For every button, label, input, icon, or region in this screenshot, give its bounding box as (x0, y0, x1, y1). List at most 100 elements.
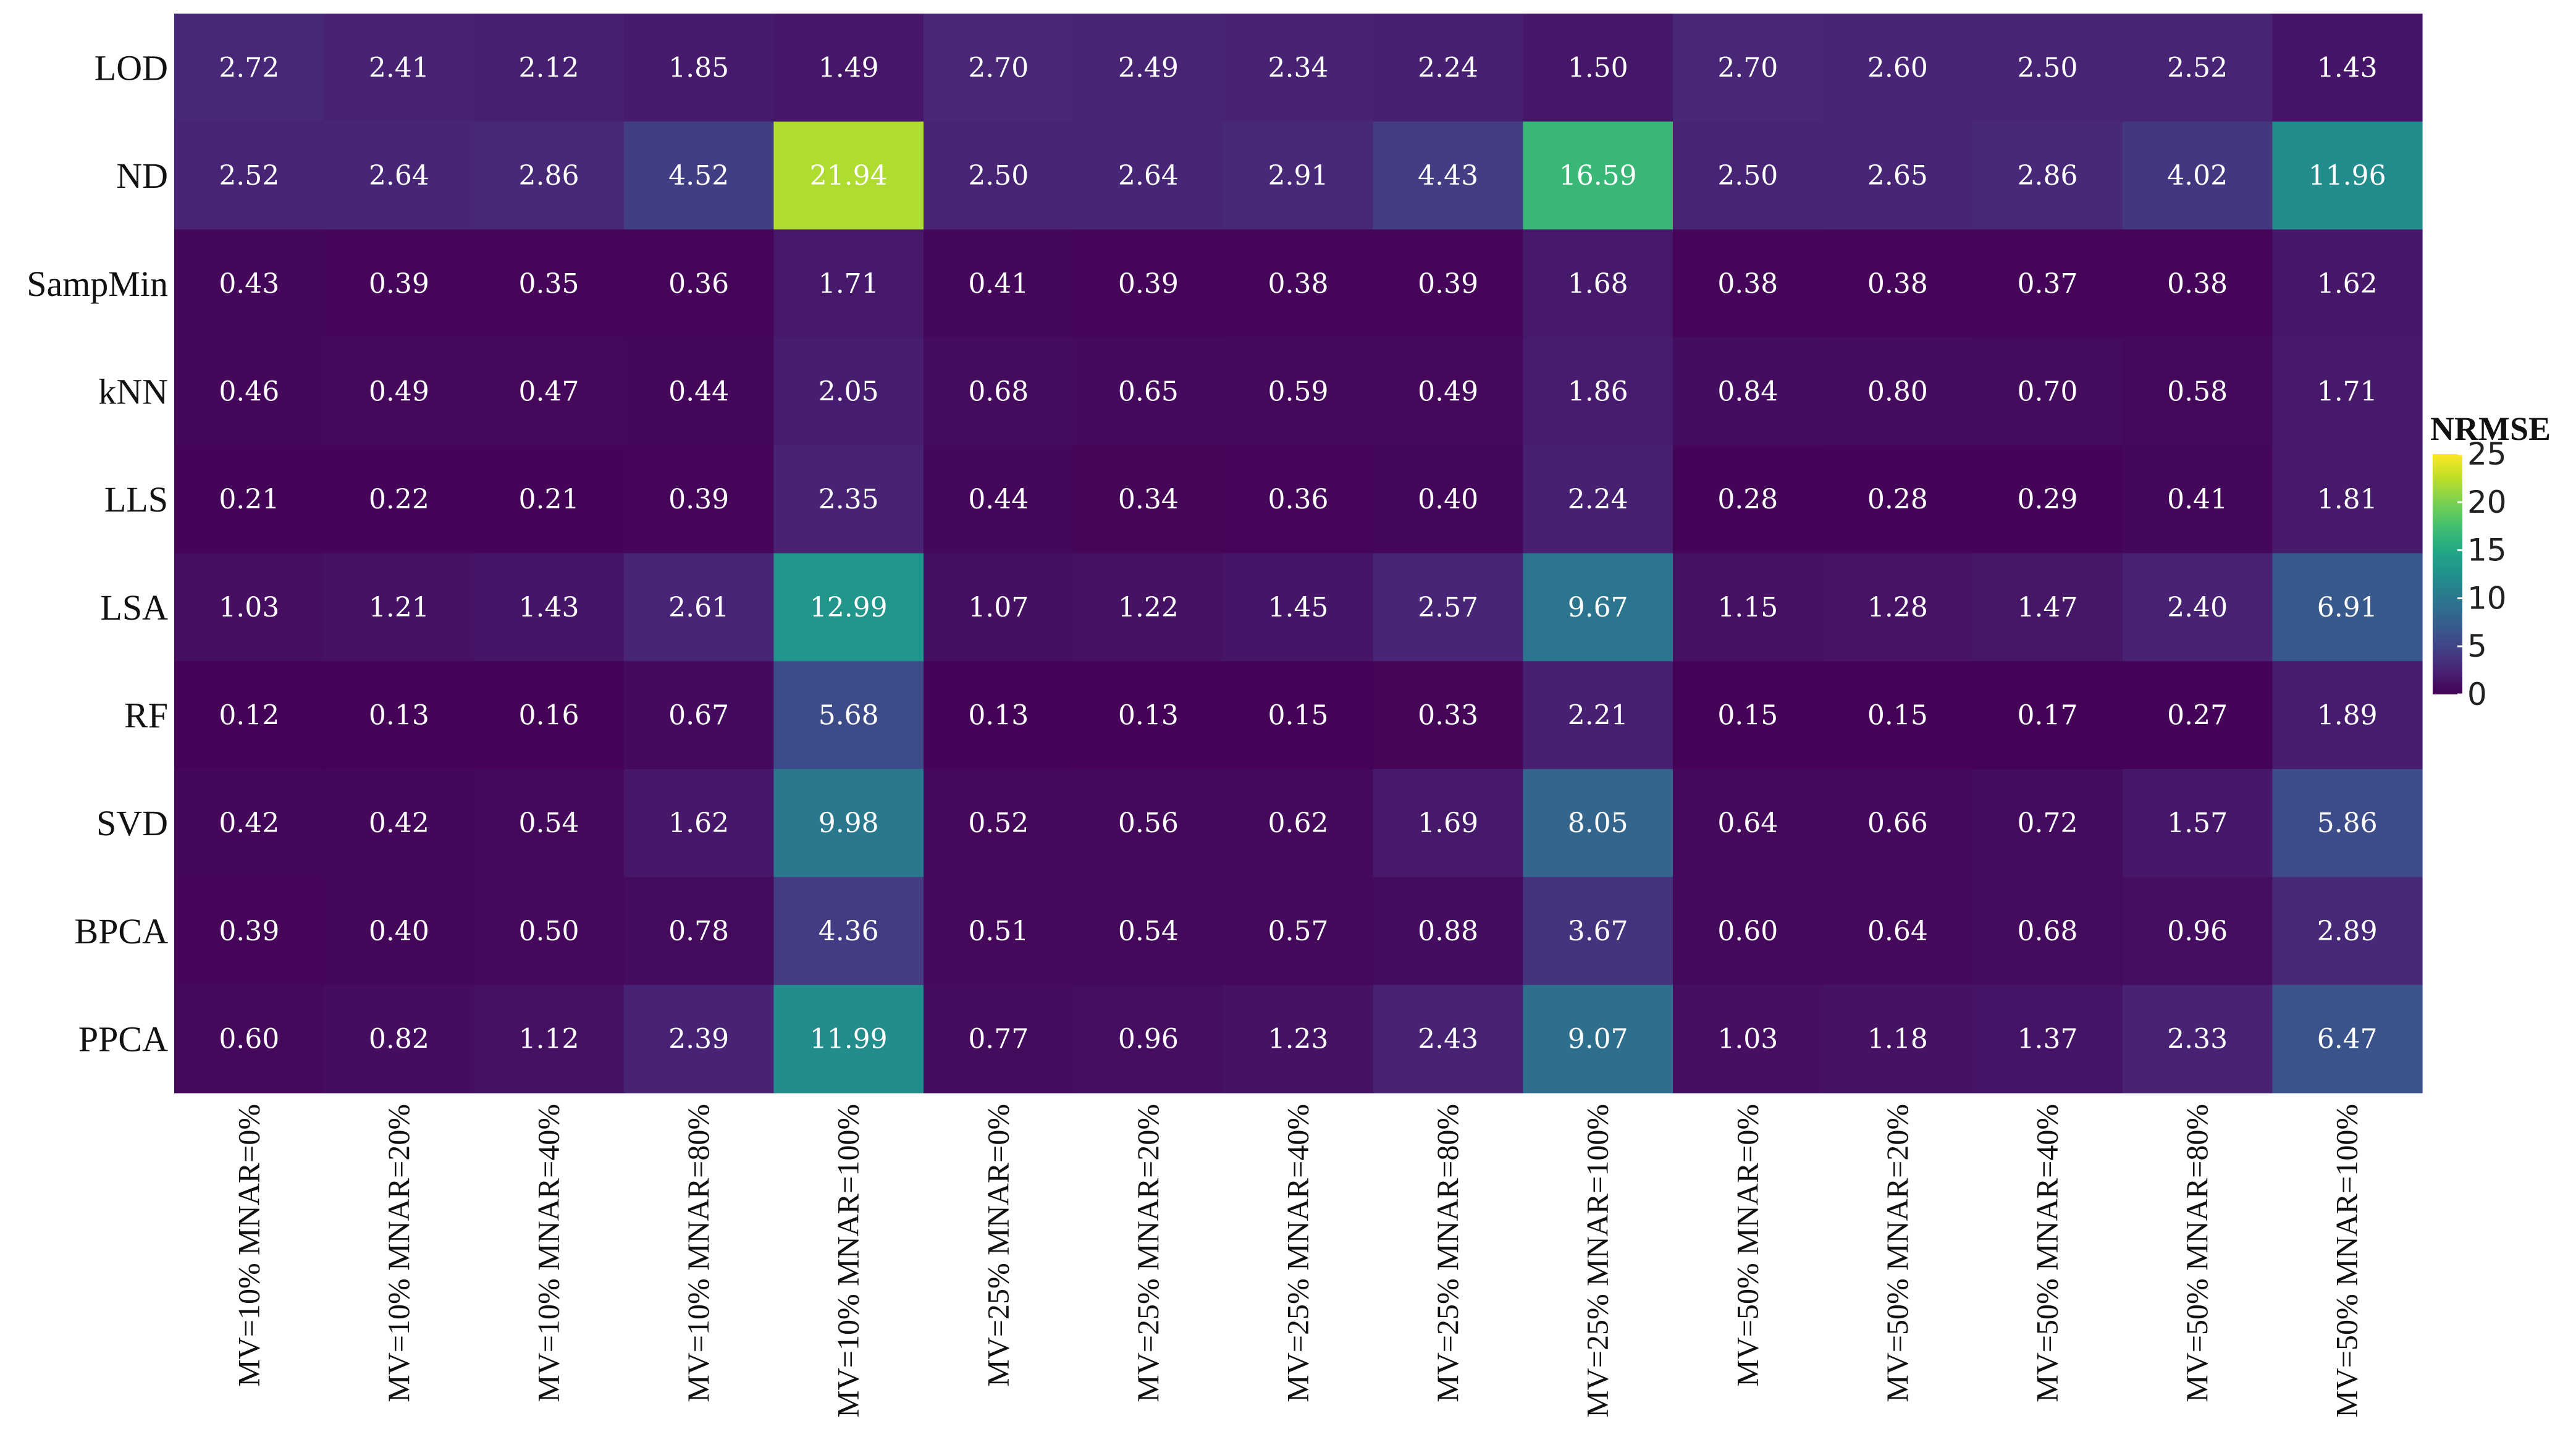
cell-value-label: 2.39 (668, 1024, 729, 1055)
cell-value-label: 1.71 (819, 268, 879, 300)
cell-value-label: 0.96 (2167, 916, 2228, 947)
cell-value-label: 0.49 (369, 376, 429, 407)
heatmap-cell (1223, 769, 1374, 878)
heatmap-cell (1822, 121, 1973, 230)
heatmap-cell (1822, 229, 1973, 338)
heatmap-cell (773, 877, 924, 985)
cell-value-label: 0.77 (968, 1024, 1029, 1055)
cell-value-label: 0.82 (369, 1024, 429, 1055)
heatmap-cell (2122, 229, 2273, 338)
legend-tick-label: 10 (2467, 580, 2507, 616)
cell-value-label: 0.34 (1118, 484, 1179, 515)
heatmap-cell (174, 985, 325, 1093)
cell-value-label: 2.70 (1717, 52, 1778, 83)
cell-value-label: 2.70 (968, 52, 1029, 83)
cell-value-label: 0.39 (1118, 268, 1179, 300)
heatmap-cell (1373, 445, 1523, 554)
cell-value-label: 0.78 (668, 916, 729, 947)
heatmap-cell (2122, 337, 2273, 446)
heatmap-cell (1373, 229, 1523, 338)
row-label: LSA (100, 588, 168, 628)
heatmap-cell (1073, 877, 1224, 985)
cell-value-label: 0.50 (519, 916, 579, 947)
cell-value-label: 8.05 (1568, 807, 1628, 839)
cell-value-label: 1.03 (1717, 1024, 1778, 1055)
heatmap-cell (924, 769, 1074, 878)
heatmap-cell (2272, 661, 2423, 770)
cell-value-label: 0.17 (2018, 700, 2078, 731)
cell-value-label: 0.68 (2018, 916, 2078, 947)
cell-value-label: 1.03 (219, 592, 279, 623)
heatmap-cell (2272, 769, 2423, 878)
heatmap-cell (623, 121, 774, 230)
row-label: SampMin (27, 264, 168, 304)
cell-value-label: 2.91 (1268, 160, 1329, 192)
cell-value-label: 0.38 (1268, 268, 1329, 300)
heatmap-cell (924, 445, 1074, 554)
cell-value-label: 0.49 (1418, 376, 1478, 407)
heatmap-cell (623, 769, 774, 878)
heatmap-cell (623, 661, 774, 770)
cell-value-label: 2.34 (1268, 52, 1329, 83)
heatmap-cell (1073, 661, 1224, 770)
cell-value-label: 2.52 (219, 160, 279, 192)
column-label: MV=25% MNAR=0% (980, 1104, 1015, 1387)
cell-value-label: 0.38 (1867, 268, 1928, 300)
heatmap-cell (1972, 661, 2123, 770)
heatmap-cell (623, 553, 774, 662)
heatmap-cell (1673, 121, 1824, 230)
heatmap-cell (1523, 877, 1673, 985)
legend-tick-label: 5 (2467, 628, 2487, 664)
column-label: MV=25% MNAR=40% (1281, 1104, 1315, 1402)
heatmap-cell (174, 121, 325, 230)
cell-value-label: 0.40 (1418, 484, 1478, 515)
cell-value-label: 2.86 (519, 160, 579, 192)
cell-value-label: 2.57 (1418, 592, 1478, 623)
column-label: MV=50% MNAR=40% (2030, 1104, 2065, 1402)
legend-tick-label: 0 (2467, 676, 2487, 712)
cell-value-label: 4.52 (668, 160, 729, 192)
heatmap-cell (623, 337, 774, 446)
heatmap-cell (623, 229, 774, 338)
cell-value-label: 0.28 (1867, 484, 1928, 515)
cell-value-label: 0.28 (1717, 484, 1778, 515)
heatmap-cell (1673, 337, 1824, 446)
heatmap-cell (1673, 445, 1824, 554)
heatmap-cell (2272, 121, 2423, 230)
cell-value-label: 2.21 (1568, 700, 1628, 731)
column-label: MV=25% MNAR=100% (1580, 1104, 1615, 1418)
cell-value-label: 0.13 (369, 700, 429, 731)
heatmap-cell (623, 985, 774, 1093)
cell-value-label: 0.54 (1118, 916, 1179, 947)
heatmap-cell (1073, 337, 1224, 446)
heatmap-cell (324, 877, 474, 985)
heatmap-cell (924, 121, 1074, 230)
cell-value-label: 2.61 (668, 592, 729, 623)
cell-value-label: 1.43 (519, 592, 579, 623)
heatmap-cell (924, 985, 1074, 1093)
cell-value-label: 0.15 (1717, 700, 1778, 731)
heatmap-cell (2122, 985, 2273, 1093)
cell-value-label: 0.29 (2018, 484, 2078, 515)
heatmap-cell (2122, 445, 2273, 554)
heatmap-cell (474, 661, 625, 770)
cell-value-label: 1.28 (1867, 592, 1928, 623)
cell-value-label: 1.81 (2317, 484, 2378, 515)
heatmap-cell (1972, 337, 2123, 446)
cell-value-label: 0.65 (1118, 376, 1179, 407)
cell-value-label: 0.38 (1717, 268, 1778, 300)
heatmap-cell (924, 877, 1074, 985)
cell-value-label: 0.60 (1717, 916, 1778, 947)
heatmap-cell (1373, 121, 1523, 230)
cell-value-label: 1.69 (1418, 807, 1478, 839)
heatmap-cell (2272, 553, 2423, 662)
heatmap-cell (474, 121, 625, 230)
heatmap-cell (1673, 14, 1824, 122)
heatmap-cell (2272, 229, 2423, 338)
cell-value-label: 0.62 (1268, 807, 1329, 839)
cell-value-label: 0.70 (2018, 376, 2078, 407)
cell-value-label: 0.60 (219, 1024, 279, 1055)
row-label: SVD (96, 803, 168, 843)
cell-value-label: 0.46 (219, 376, 279, 407)
